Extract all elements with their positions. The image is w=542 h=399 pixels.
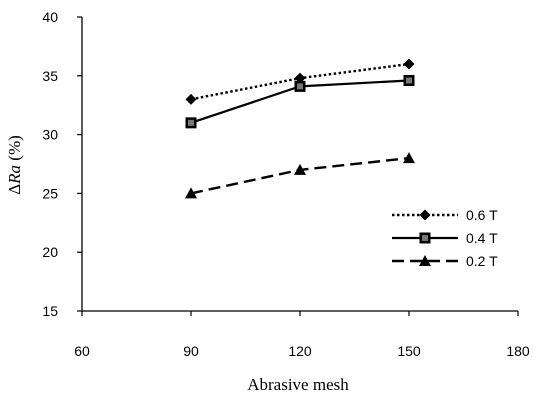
legend-label: 0.4 T xyxy=(466,230,498,246)
series-line xyxy=(190,156,410,195)
x-tick-label: 90 xyxy=(183,343,199,359)
y-tick-labels: 15 20 25 30 35 40 xyxy=(42,9,58,319)
data-point xyxy=(185,117,197,129)
marker-square-inner xyxy=(406,77,412,84)
data-point xyxy=(403,152,415,164)
y-axis-title: ΔRa (%) xyxy=(5,135,24,195)
y-axis-title-suffix: (%) xyxy=(5,135,24,165)
marker-square-inner xyxy=(188,119,194,126)
marker-square-inner xyxy=(422,235,428,241)
y-tick-label: 25 xyxy=(42,185,58,201)
y-tick-label: 30 xyxy=(42,127,58,143)
legend-marker xyxy=(419,209,431,221)
y-axis-title-italic: Ra xyxy=(5,165,24,185)
legend-label: 0.6 T xyxy=(466,207,498,223)
data-point xyxy=(403,58,415,70)
data-point xyxy=(294,163,306,175)
legend-label: 0.2 T xyxy=(466,253,498,269)
x-axis-title: Abrasive mesh xyxy=(247,375,349,394)
series-0-2-t xyxy=(185,152,415,199)
y-axis-title-prefix: Δ xyxy=(5,184,24,195)
data-point xyxy=(294,80,306,92)
legend-item: 0.2 T xyxy=(392,253,498,269)
x-tick-label: 120 xyxy=(288,343,312,359)
x-tick-label: 60 xyxy=(74,343,90,359)
x-tick-label: 180 xyxy=(506,343,530,359)
marker-square-inner xyxy=(297,83,303,90)
legend: 0.6 T 0.4 T 0.2 T xyxy=(392,207,498,269)
legend-marker xyxy=(419,255,431,266)
x-tick-labels: 60 90 120 150 180 xyxy=(74,343,530,359)
legend-item: 0.6 T xyxy=(392,207,498,223)
y-tick-label: 15 xyxy=(42,303,58,319)
y-tick-label: 20 xyxy=(42,244,58,260)
axes xyxy=(77,16,519,316)
x-tick-label: 150 xyxy=(397,343,421,359)
data-point xyxy=(185,93,197,105)
data-point xyxy=(403,75,415,87)
series-0-4-t xyxy=(185,75,415,129)
legend-marker xyxy=(419,232,431,244)
data-point xyxy=(185,187,197,199)
y-tick-label: 40 xyxy=(42,9,58,25)
legend-item: 0.4 T xyxy=(392,230,498,246)
y-tick-label: 35 xyxy=(42,68,58,84)
series-group xyxy=(185,58,415,199)
